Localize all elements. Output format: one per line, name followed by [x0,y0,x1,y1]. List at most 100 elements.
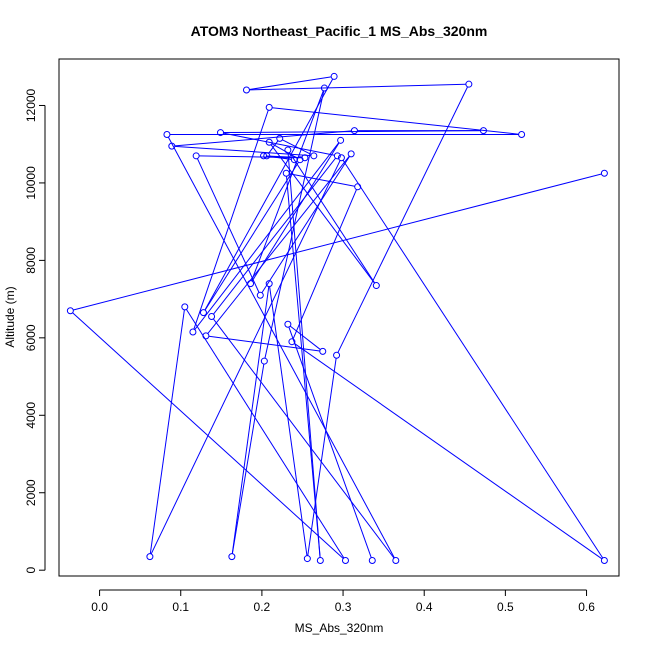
data-point [347,150,355,158]
series-line-segment [199,155,302,159]
data-point [316,557,324,565]
data-point [276,134,284,142]
data-point [265,280,273,288]
y-tick-label: 10000 [24,166,38,200]
series-line-segment [204,78,334,311]
data-point [301,154,309,162]
data-point [284,320,292,328]
series-line-segment [174,130,352,147]
x-tick-label: 0.4 [416,600,433,614]
data-point [284,146,292,154]
x-tick-label: 0.6 [578,600,595,614]
data-point [368,557,376,565]
data-point [319,347,327,355]
data-point [146,553,154,561]
data-point [181,303,189,311]
series-line-segment [223,132,335,156]
data-point [392,557,400,565]
series-line-segment [174,145,311,157]
data-point [217,129,225,137]
series-line-segment [185,309,345,559]
series-line-segment [342,159,604,559]
data-point [242,86,250,94]
data-point [66,307,74,315]
y-axis: 0 2000 4000 6000 8000 10000 12000 [24,88,46,574]
data-point [518,131,526,139]
data-point [354,183,362,191]
x-tick-label: 0.5 [497,600,514,614]
series-line-segment [289,152,376,284]
series-line-segment [249,76,332,91]
series-line-segment [292,189,357,340]
data-point [247,280,255,288]
data-point [600,557,608,565]
y-tick-label: 4000 [24,402,38,429]
series-line-segment [213,157,336,315]
y-tick-label: 2000 [24,479,38,506]
data-point [341,557,349,565]
data-point [208,313,216,321]
plot-area [66,72,608,565]
series-line-segment [269,286,308,556]
data-point [333,351,341,359]
series-line-segment [231,363,265,554]
series-line-segment [282,139,312,155]
data-point [192,152,200,160]
data-point [189,328,197,336]
x-tick-label: 0.1 [172,600,189,614]
data-point [163,131,171,139]
series-line-segment [268,140,279,154]
data-point [330,72,338,80]
data-point [260,357,268,365]
y-tick-label: 8000 [24,247,38,274]
data-point [465,80,473,88]
series-line-segment [289,173,355,187]
y-tick-label: 6000 [24,324,38,351]
series-line-segment [272,107,519,135]
series-line-segment [270,144,375,284]
x-axis-label: MS_Abs_320nm [295,621,384,635]
data-point [263,152,271,160]
data-point [479,127,487,135]
data-point [310,152,318,160]
x-tick-label: 0.3 [335,600,352,614]
data-point [333,152,341,160]
data-point [350,127,358,135]
series-line-segment [231,286,270,554]
data-point [337,136,345,144]
data-point [372,282,380,290]
data-point [303,555,311,563]
series-line-segment [194,142,340,330]
series-line-segment [261,156,350,293]
data-point [265,103,273,111]
data-point [260,152,268,160]
series-line-segment [294,343,603,560]
series-line-segment [196,158,260,293]
y-tick-label: 0 [24,567,38,574]
series-line-segment [150,160,341,555]
data-point [199,309,207,317]
series-line-segment [288,326,372,558]
series-line-segment [289,325,321,350]
y-tick-label: 12000 [24,88,38,122]
plot-frame [58,58,620,577]
data-point [288,338,296,346]
x-tick-label: 0.0 [91,600,108,614]
x-tick-label: 0.2 [254,600,271,614]
series-line-segment [204,161,299,311]
series-line-segment [251,142,340,282]
series-line-segment [193,110,269,330]
series-line-segment [251,90,324,281]
series-line-segment [249,83,466,91]
data-point [265,138,273,146]
x-axis: 0.0 0.1 0.2 0.3 0.4 0.5 0.6 [91,589,595,614]
data-point [228,553,236,561]
data-point [290,156,298,164]
series-line-segment [149,309,185,554]
series-line-segment [73,173,602,311]
series-line-segment [208,335,320,352]
data-point [202,332,210,340]
y-axis-label: Altitude (m) [3,286,17,347]
